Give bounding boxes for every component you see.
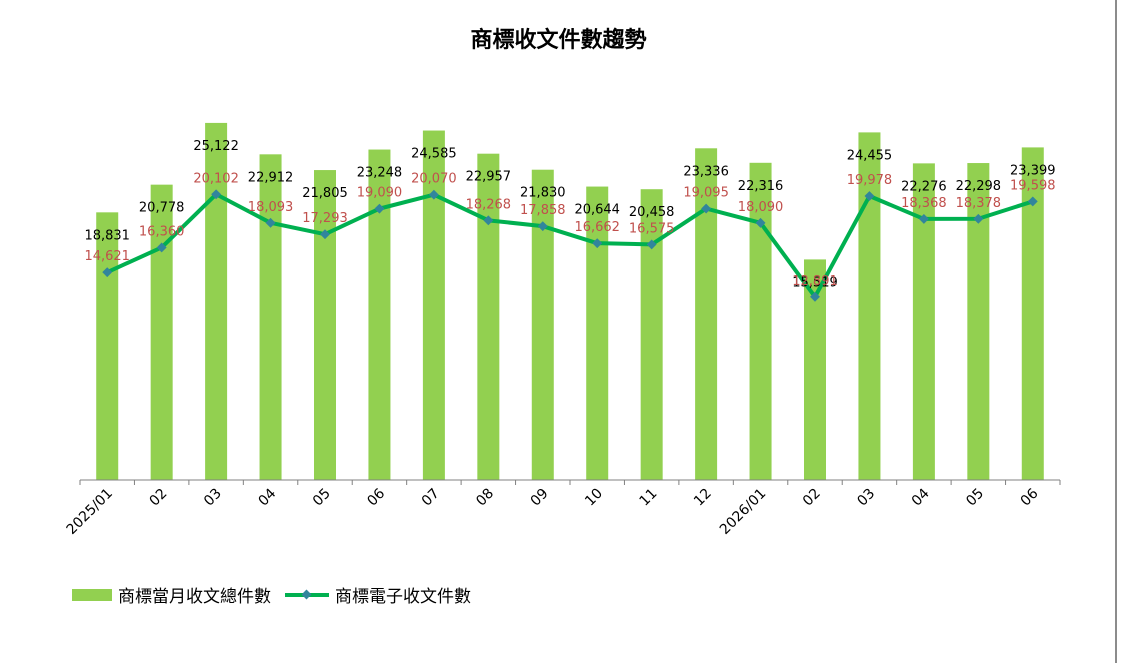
line-label-15: 18,368 <box>901 196 947 211</box>
x-tick-label-10: 11 <box>637 486 661 510</box>
x-tick-label-0: 2025/01 <box>64 486 116 538</box>
x-tick-label-17: 06 <box>1018 485 1042 509</box>
legend-label-line: 商標電子收文件數 <box>335 582 471 607</box>
x-tick-label-15: 04 <box>909 485 933 509</box>
line-label-14: 19,978 <box>847 173 893 188</box>
line-label-11: 19,095 <box>683 186 729 201</box>
bar-label-7: 22,957 <box>466 170 512 185</box>
x-tick-label-8: 09 <box>528 486 552 510</box>
x-tick-label-5: 06 <box>364 485 388 509</box>
line-label-13: 12,891 <box>792 274 838 289</box>
line-label-2: 20,102 <box>193 171 239 186</box>
legend-swatch-line <box>285 589 329 601</box>
x-tick-label-6: 07 <box>419 486 443 510</box>
chart-legend: 商標當月收文總件數 商標電子收文件數 <box>72 582 485 607</box>
bar-label-17: 23,399 <box>1010 163 1056 178</box>
line-label-5: 19,090 <box>357 186 403 201</box>
bar-label-5: 23,248 <box>357 166 403 181</box>
x-tick-label-7: 08 <box>473 486 497 510</box>
line-label-0: 14,621 <box>84 249 130 264</box>
bar-label-16: 22,298 <box>956 179 1002 194</box>
bar-label-10: 20,458 <box>629 205 675 220</box>
legend-item-line: 商標電子收文件數 <box>285 582 471 607</box>
x-tick-label-12: 2026/01 <box>717 486 769 538</box>
bar-label-8: 21,830 <box>520 186 566 201</box>
line-label-7: 18,268 <box>466 197 512 212</box>
legend-label-bar: 商標當月收文總件數 <box>118 582 271 607</box>
x-tick-label-1: 02 <box>147 486 171 510</box>
bar-label-15: 22,276 <box>901 179 947 194</box>
bar-label-11: 23,336 <box>683 164 729 179</box>
series-line <box>107 194 1033 296</box>
x-tick-label-9: 10 <box>582 486 606 510</box>
x-tick-label-11: 12 <box>691 486 715 510</box>
legend-swatch-bar <box>72 589 112 601</box>
bar-label-9: 20,644 <box>574 203 620 218</box>
bar-label-0: 18,831 <box>84 228 130 243</box>
bar-label-12: 22,316 <box>738 179 784 194</box>
x-tick-label-16: 05 <box>963 486 987 510</box>
line-label-16: 18,378 <box>956 196 1002 211</box>
bar-label-2: 25,122 <box>193 139 239 154</box>
line-label-9: 16,662 <box>574 220 620 235</box>
x-tick-label-14: 03 <box>854 486 878 510</box>
x-tick-label-13: 02 <box>800 486 824 510</box>
line-label-3: 18,093 <box>248 200 294 215</box>
x-tick-label-4: 05 <box>310 486 334 510</box>
bar-label-14: 24,455 <box>847 148 893 163</box>
bar-label-4: 21,805 <box>302 186 348 201</box>
line-label-8: 17,858 <box>520 203 566 218</box>
legend-item-bar: 商標當月收文總件數 <box>72 582 271 607</box>
x-tick-label-3: 04 <box>255 485 279 509</box>
bar-label-6: 24,585 <box>411 147 457 162</box>
line-label-10: 16,575 <box>629 221 675 236</box>
line-label-6: 20,070 <box>411 172 457 187</box>
line-label-4: 17,293 <box>302 211 348 226</box>
bar-label-3: 22,912 <box>248 170 294 185</box>
line-label-17: 19,598 <box>1010 178 1056 193</box>
line-label-1: 16,360 <box>139 224 185 239</box>
line-label-12: 18,090 <box>738 200 784 215</box>
x-tick-label-2: 03 <box>201 486 225 510</box>
bar-label-1: 20,778 <box>139 201 185 216</box>
